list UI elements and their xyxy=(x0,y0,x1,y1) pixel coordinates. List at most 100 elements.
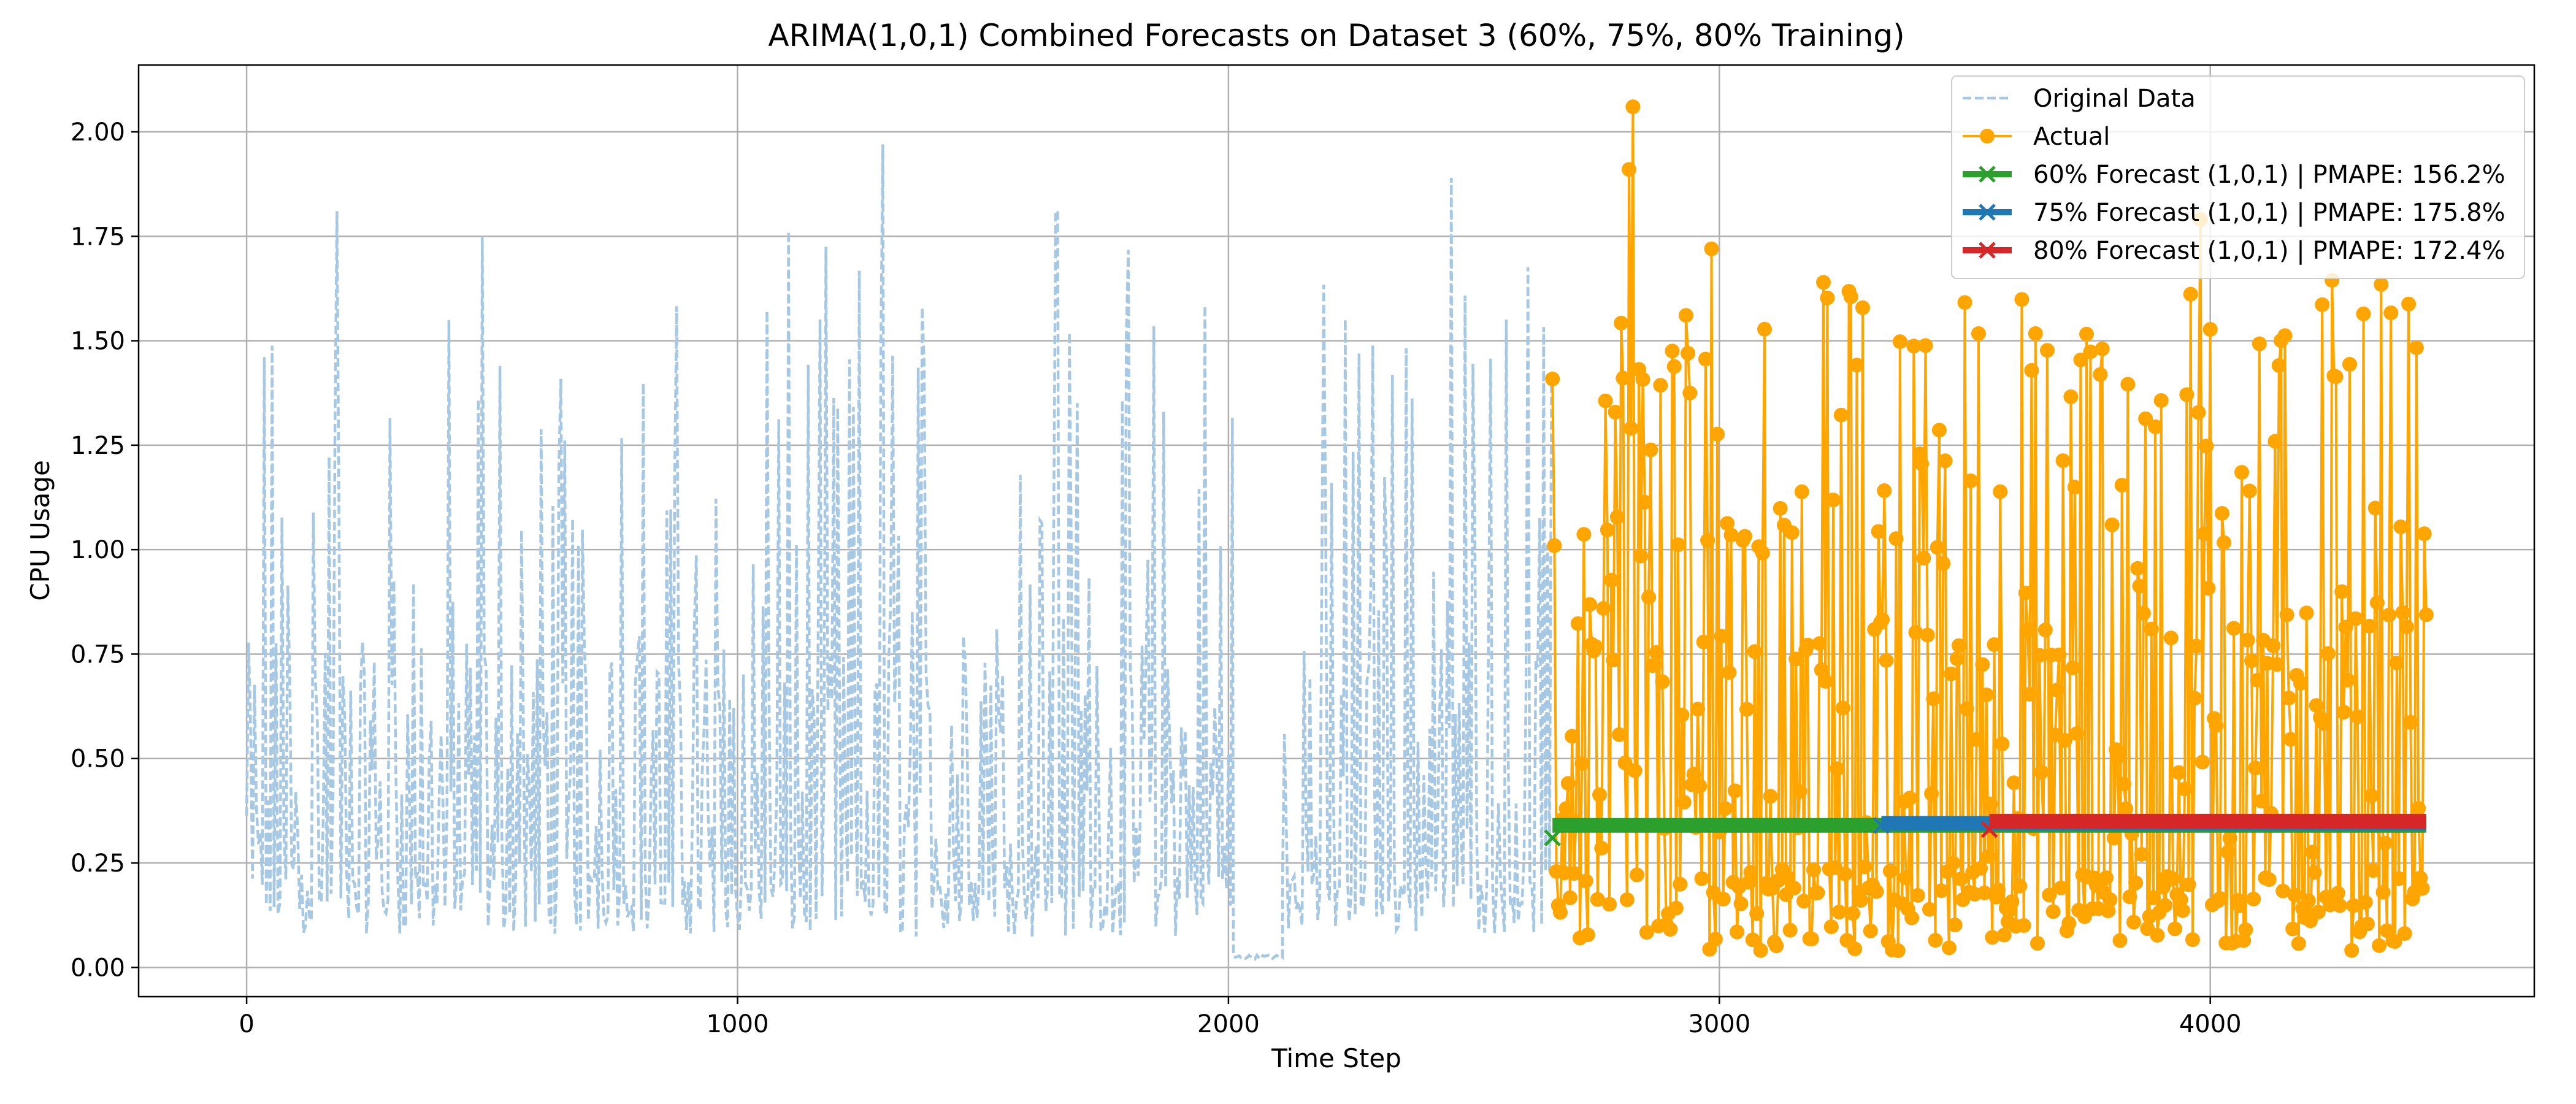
actual-point xyxy=(2369,595,2385,610)
actual-point xyxy=(2024,362,2039,378)
actual-point xyxy=(2052,647,2067,662)
actual-point xyxy=(1953,872,1969,886)
x-tick-label: 2000 xyxy=(1197,1010,1260,1038)
actual-point xyxy=(2209,718,2224,733)
actual-point xyxy=(1582,597,1597,612)
actual-point xyxy=(1816,275,1831,290)
actual-point xyxy=(1838,866,1853,881)
actual-point xyxy=(1934,883,1949,899)
actual-point xyxy=(1995,736,2010,751)
actual-point xyxy=(1987,637,2002,652)
actual-point xyxy=(1665,343,1680,359)
actual-point xyxy=(2063,389,2079,404)
actual-point xyxy=(1606,653,1621,668)
actual-point xyxy=(2022,686,2037,702)
actual-point xyxy=(2252,336,2267,351)
actual-point xyxy=(1930,540,1945,555)
actual-point xyxy=(2330,886,2345,901)
legend-label: 75% Forecast (1,0,1) | PMAPE: 175.8% xyxy=(2033,199,2505,227)
legend-label: 80% Forecast (1,0,1) | PMAPE: 172.4% xyxy=(2033,237,2505,265)
actual-point xyxy=(2014,292,2030,307)
y-tick-label: 0.75 xyxy=(71,640,125,669)
actual-point xyxy=(1700,533,1715,548)
actual-point xyxy=(1846,906,1860,921)
actual-point xyxy=(2183,286,2198,302)
actual-point xyxy=(2344,943,2359,958)
actual-point xyxy=(1941,940,1957,956)
series-forecast-80-marker xyxy=(1980,821,1998,838)
actual-point xyxy=(1686,767,1701,781)
actual-point xyxy=(1704,241,1719,256)
actual-point xyxy=(1963,473,1979,488)
actual-point xyxy=(2342,357,2357,372)
actual-point xyxy=(1690,702,1706,717)
actual-point xyxy=(2358,895,2373,910)
actual-point xyxy=(2145,890,2161,905)
actual-point xyxy=(1598,393,1613,408)
legend: Original Data Actual 60% Forecast (1,0,1) … xyxy=(1951,75,2525,279)
actual-point xyxy=(1633,548,1649,564)
actual-point xyxy=(1787,881,1801,895)
actual-point xyxy=(2417,526,2432,542)
actual-point xyxy=(2281,691,2296,706)
actual-point xyxy=(1753,943,1768,958)
actual-point xyxy=(1635,372,1650,387)
actual-point xyxy=(2095,341,2110,356)
actual-point xyxy=(1983,796,1998,811)
actual-point xyxy=(1804,931,1819,946)
plot-area xyxy=(245,99,2434,961)
actual-point xyxy=(1910,887,1925,903)
actual-point xyxy=(2403,715,2418,730)
actual-point xyxy=(2148,419,2163,434)
actual-point xyxy=(2372,938,2387,953)
actual-point xyxy=(1875,612,1890,627)
actual-point xyxy=(2389,655,2404,670)
actual-point xyxy=(1723,527,1739,543)
actual-point xyxy=(2382,607,2397,623)
actual-point xyxy=(1914,456,1930,472)
actual-point xyxy=(2267,434,2283,449)
y-tick-label: 1.75 xyxy=(71,223,125,251)
x-tick-label: 4000 xyxy=(2179,1010,2242,1038)
legend-item: 75% Forecast (1,0,1) | PMAPE: 175.8% xyxy=(1963,199,2505,227)
actual-point xyxy=(2338,619,2353,635)
x-tick-label: 0 xyxy=(239,1010,254,1038)
actual-point xyxy=(1727,783,1742,799)
actual-point xyxy=(1663,922,1678,937)
actual-point xyxy=(1823,919,1839,934)
actual-point xyxy=(1916,551,1931,565)
actual-point xyxy=(1857,859,1873,875)
actual-point xyxy=(2397,926,2412,941)
actual-point xyxy=(1570,616,1585,631)
legend-marker xyxy=(1979,242,1996,259)
actual-point xyxy=(1617,755,1633,770)
actual-point xyxy=(2315,297,2330,312)
actual-point xyxy=(2120,377,2136,392)
actual-point xyxy=(2248,761,2263,776)
actual-point xyxy=(2181,877,2196,892)
actual-point xyxy=(1692,778,1708,794)
actual-point xyxy=(2328,369,2344,385)
series-forecast-75-marker xyxy=(1873,816,1890,834)
actual-point xyxy=(2073,352,2088,367)
actual-point xyxy=(1800,637,1815,653)
actual-point xyxy=(1773,500,1788,516)
actual-point xyxy=(2040,343,2055,358)
legend-item: 80% Forecast (1,0,1) | PMAPE: 172.4% xyxy=(1963,237,2505,265)
actual-point xyxy=(2150,927,2165,943)
actual-point xyxy=(1931,423,1947,438)
actual-point xyxy=(2132,578,2147,594)
actual-point xyxy=(2222,830,2237,846)
actual-point xyxy=(1853,893,1868,908)
actual-point xyxy=(1806,862,1821,878)
actual-point xyxy=(1629,867,1644,883)
actual-point xyxy=(2254,794,2269,809)
actual-point xyxy=(1678,308,1693,323)
actual-point xyxy=(1831,905,1847,919)
actual-point xyxy=(2173,892,2188,907)
actual-point xyxy=(2310,905,2326,920)
actual-point xyxy=(2240,632,2255,648)
actual-point xyxy=(2128,875,2144,891)
actual-point xyxy=(1892,334,1907,350)
axis-ticks: 0 1000 2000 3000 4000 0.00 0.25 0.50 0.75 1.00 1.2… xyxy=(71,118,2242,1038)
